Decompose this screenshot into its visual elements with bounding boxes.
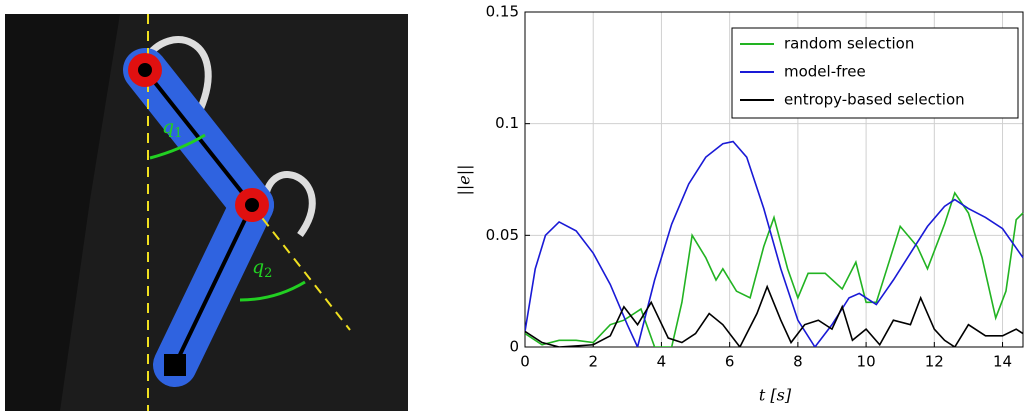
- joint-symbol: q: [162, 116, 174, 138]
- y-axis-label: ||e||: [455, 164, 474, 195]
- x-tick-label: 14: [993, 353, 1012, 371]
- x-tick-label: 0: [520, 353, 530, 371]
- joint-center: [245, 198, 259, 212]
- shadow: [5, 14, 120, 411]
- x-tick-label: 2: [588, 353, 598, 371]
- x-tick-label: 12: [925, 353, 944, 371]
- x-axis-label: t [s]: [759, 386, 792, 405]
- angle-arc: [239, 280, 306, 302]
- legend-label: random selection: [784, 35, 914, 53]
- joint-center: [138, 63, 152, 77]
- end-effector: [164, 354, 186, 376]
- series-line: [525, 140, 1024, 347]
- joint-label: q1: [162, 116, 182, 141]
- joint-symbol: q: [252, 256, 264, 278]
- reference-line: [251, 204, 351, 331]
- y-tick-label: 0: [509, 338, 519, 356]
- plot-frame: [524, 11, 1024, 348]
- x-tick-label: 6: [725, 353, 735, 371]
- photo: q1 q2: [5, 14, 408, 411]
- x-tick-label: 10: [857, 353, 876, 371]
- y-tick-label: 0.15: [486, 3, 519, 21]
- joint-label: q2: [252, 256, 272, 281]
- series-group: [525, 140, 1024, 347]
- cable: [142, 36, 212, 112]
- plot: 0 2 4 6 8 10 12 14 0 0.05 0.1 0.15 random selection m…: [486, 3, 1024, 371]
- angle-arc: [149, 133, 206, 160]
- joint-index: 1: [174, 126, 182, 141]
- y-tick-label: 0.05: [486, 226, 519, 244]
- y-tick-label: 0.1: [495, 114, 519, 132]
- x-tick-label: 8: [793, 353, 803, 371]
- series-line: [525, 191, 1024, 347]
- cable: [261, 171, 316, 238]
- legend-label: model-free: [784, 63, 866, 81]
- x-tick-label: 4: [657, 353, 667, 371]
- legend-box: [731, 27, 1019, 119]
- series-line: [525, 284, 1024, 347]
- legend-label: entropy-based selection: [784, 91, 965, 109]
- joint-index: 2: [264, 266, 272, 281]
- link-axis: [173, 204, 254, 366]
